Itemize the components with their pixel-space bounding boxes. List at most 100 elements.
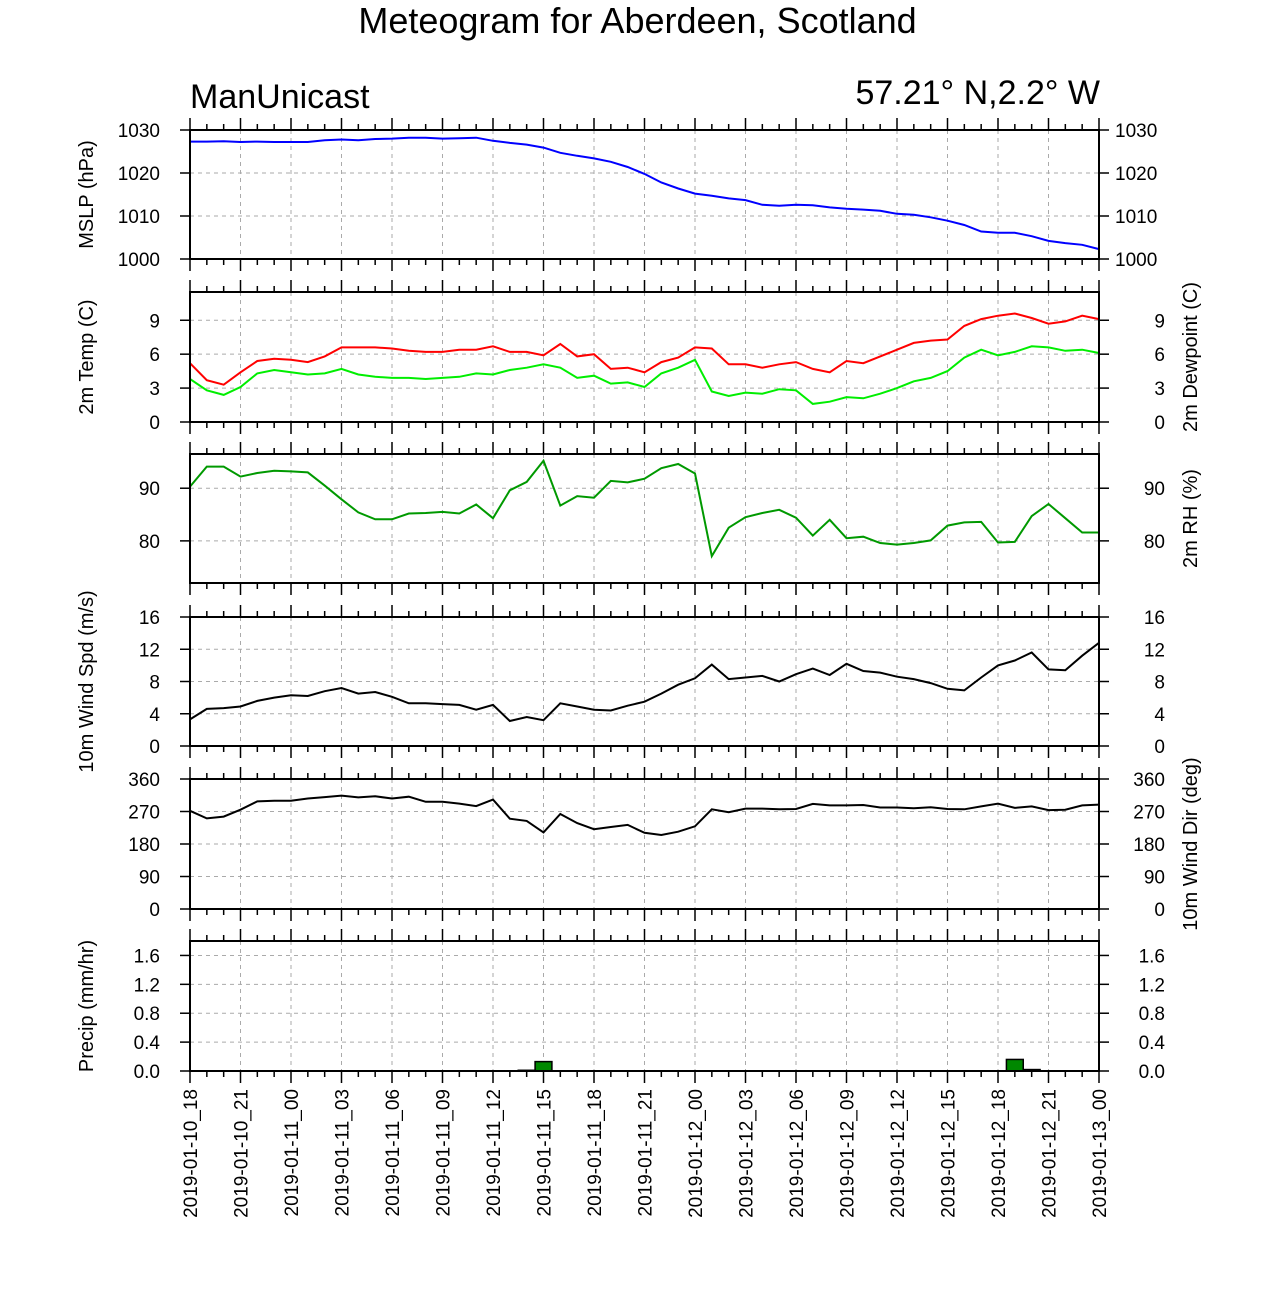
y-tick-label-left: 6 (149, 345, 160, 366)
model-name: ManUnicast (190, 78, 370, 116)
y-tick-label-right: 8 (1154, 673, 1165, 694)
y-axis-label-left: 10m Wind Spd (m/s) (76, 590, 98, 772)
x-tick-label: 2019-01-11_09 (434, 1089, 455, 1216)
series-line-wind_dir-0 (189, 794, 1100, 837)
y-tick-label-right: 0.4 (1139, 1033, 1166, 1054)
x-tick-label: 2019-01-11_18 (585, 1089, 606, 1216)
y-tick-label-right: 0 (1154, 413, 1165, 434)
panel-frame (189, 453, 1100, 584)
y-axis-label-right: 2m RH (%) (1180, 469, 1202, 568)
panel-precip: 0.0 0.0 0.4 0.4 0.8 0.8 1.2 1.2 1.6 1.6 Precip (mm… (76, 929, 1165, 1083)
panel-wind_dir: 0 0 90 90 180 180 270 270 360 360 10m Wind Dir (de… (128, 757, 1202, 930)
y-tick-label-left: 9 (149, 311, 160, 332)
y-tick-label-left: 80 (139, 532, 160, 553)
y-tick-label-right: 0 (1154, 900, 1165, 921)
y-tick-label-right: 1020 (1115, 164, 1157, 185)
y-axis-label-right: 10m Wind Dir (deg) (1180, 757, 1202, 930)
x-tick-label: 2019-01-11_12 (484, 1089, 505, 1216)
panel-frame (189, 616, 1100, 747)
y-tick-label-right: 0 (1154, 737, 1165, 758)
series-line-temp-0 (189, 312, 1100, 386)
y-tick-label-left: 270 (128, 803, 160, 824)
y-tick-label-left: 0 (149, 900, 160, 921)
y-tick-label-left: 3 (149, 379, 160, 400)
x-tick-label: 2019-01-12_15 (939, 1089, 960, 1218)
y-tick-label-left: 180 (128, 835, 160, 856)
y-tick-label-right: 1000 (1115, 250, 1157, 271)
y-tick-label-left: 360 (128, 770, 160, 791)
y-tick-label-left: 1000 (118, 250, 160, 271)
y-tick-label-right: 16 (1144, 608, 1165, 629)
y-tick-label-right: 270 (1133, 803, 1165, 824)
panel-mslp: 1000 1000 1010 1010 1020 1020 1030 1030 MSLP (hP… (76, 118, 1157, 271)
y-tick-label-right: 12 (1144, 640, 1165, 661)
y-tick-label-right: 360 (1133, 770, 1165, 791)
y-tick-label-left: 1010 (118, 207, 160, 228)
panel-frame (189, 940, 1100, 1072)
y-tick-label-right: 1.2 (1139, 975, 1165, 996)
y-tick-label-left: 16 (139, 608, 160, 629)
y-tick-label-left: 1.6 (134, 946, 160, 967)
y-tick-label-right: 3 (1154, 379, 1165, 400)
y-tick-label-left: 1030 (118, 121, 160, 142)
y-tick-label-right: 0.0 (1139, 1062, 1165, 1083)
y-tick-label-right: 1.6 (1139, 946, 1165, 967)
figure-title: Meteogram for Aberdeen, Scotland (358, 0, 917, 41)
y-tick-label-left: 0 (149, 737, 160, 758)
x-tick-label: 2019-01-11_00 (282, 1089, 303, 1216)
panel-frame (189, 778, 1100, 910)
panel-wind_speed: 0 0 4 4 8 8 12 12 16 16 10m Wind Spd (m/s) (76, 590, 1165, 772)
x-tick-label: 2019-01-10_18 (181, 1089, 202, 1218)
x-tick-label: 2019-01-11_03 (333, 1089, 354, 1216)
y-tick-label-left: 12 (139, 640, 160, 661)
y-tick-label-left: 0.0 (134, 1062, 160, 1083)
x-tick-label: 2019-01-12_09 (838, 1089, 859, 1218)
y-tick-label-left: 1.2 (134, 975, 160, 996)
x-tick-label: 2019-01-12_00 (686, 1089, 707, 1218)
x-tick-label: 2019-01-10_21 (232, 1089, 253, 1218)
y-tick-label-right: 90 (1144, 868, 1165, 889)
y-tick-label-left: 0 (149, 413, 160, 434)
y-tick-label-left: 8 (149, 673, 160, 694)
series-line-wind_speed-0 (189, 642, 1100, 723)
y-tick-label-left: 1020 (118, 164, 160, 185)
x-tick-label: 2019-01-12_21 (1040, 1089, 1061, 1218)
y-tick-label-left: 0.8 (134, 1004, 160, 1025)
y-tick-label-left: 90 (139, 479, 160, 500)
x-tick-label: 2019-01-12_03 (737, 1089, 758, 1218)
x-tick-label: 2019-01-12_12 (888, 1089, 909, 1218)
y-tick-label-right: 1010 (1115, 207, 1157, 228)
panel-frame (189, 291, 1100, 423)
y-tick-label-right: 4 (1154, 705, 1165, 726)
series-line-rh-0 (189, 458, 1099, 559)
y-tick-label-left: 0.4 (134, 1033, 161, 1054)
y-tick-label-right: 180 (1133, 835, 1165, 856)
y-tick-label-left: 4 (149, 705, 160, 726)
x-tick-label: 2019-01-11_15 (535, 1089, 556, 1216)
x-tick-label: 2019-01-11_21 (636, 1089, 657, 1216)
y-tick-label-right: 90 (1144, 479, 1165, 500)
panel-temp: 0 0 3 3 6 6 9 9 2m Temp (C) 2m Dewpoint (C) (76, 280, 1202, 434)
y-axis-label-right: 2m Dewpoint (C) (1180, 282, 1202, 432)
precip-bar (1005, 1058, 1025, 1072)
y-tick-label-right: 1030 (1115, 121, 1157, 142)
y-tick-label-right: 80 (1144, 532, 1165, 553)
y-tick-label-right: 0.8 (1139, 1004, 1165, 1025)
y-tick-label-right: 6 (1154, 345, 1165, 366)
precip-bar (534, 1060, 553, 1072)
y-axis-label-left: Precip (mm/hr) (76, 940, 98, 1072)
panel-frame (189, 129, 1100, 260)
panel-rh: 80 80 90 90 2m RH (%) (139, 442, 1202, 595)
x-tick-label: 2019-01-13_00 (1090, 1089, 1111, 1218)
x-tick-label: 2019-01-12_18 (989, 1089, 1010, 1218)
y-tick-label-left: 90 (139, 868, 160, 889)
x-tick-label: 2019-01-11_06 (383, 1089, 404, 1216)
y-axis-label-left: MSLP (hPa) (76, 140, 98, 249)
y-tick-label-right: 9 (1154, 311, 1165, 332)
series-line-temp-1 (189, 345, 1100, 405)
y-axis-label-left: 2m Temp (C) (76, 299, 98, 414)
location-coordinates: 57.21° N,2.2° W (855, 74, 1100, 112)
series-line-mslp-0 (190, 136, 1100, 251)
